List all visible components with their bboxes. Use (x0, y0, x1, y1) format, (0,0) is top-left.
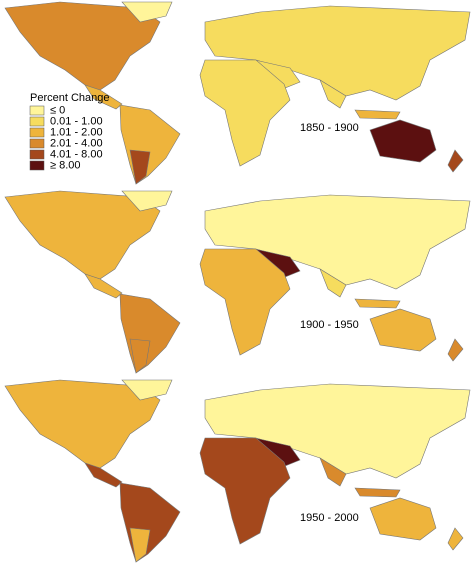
region (129, 149, 151, 185)
legend-swatch (29, 105, 45, 116)
legend-swatch (29, 149, 45, 160)
region (319, 457, 347, 487)
legend: Percent Change≤ 00.01 - 1.001.01 - 2.002… (29, 92, 110, 171)
legend-swatch (29, 138, 45, 149)
map-panel: 1950 - 2000 (4, 379, 471, 563)
region (447, 149, 464, 173)
region (199, 59, 291, 167)
region (119, 104, 181, 185)
period-label: 1950 - 2000 (300, 512, 359, 524)
region (121, 379, 173, 401)
map-panel: 1850 - 1900 (4, 1, 471, 185)
region (84, 84, 123, 110)
region (121, 190, 173, 212)
region (204, 383, 471, 479)
map-panel: 1900 - 1950 (4, 190, 471, 374)
region (199, 248, 291, 356)
region (354, 487, 401, 498)
region (204, 194, 471, 290)
region (204, 5, 471, 101)
region (447, 527, 464, 551)
region (319, 79, 347, 109)
region (84, 273, 123, 299)
region (369, 119, 437, 163)
legend-label: 4.01 - 8.00 (50, 148, 103, 160)
region (354, 298, 401, 309)
region (199, 437, 291, 545)
legend-label: ≥ 8.00 (50, 159, 81, 171)
region (129, 527, 151, 563)
legend-swatch (29, 160, 45, 171)
period-label: 1850 - 1900 (300, 122, 359, 134)
legend-label: ≤ 0 (50, 104, 65, 116)
legend-label: 0.01 - 1.00 (50, 115, 103, 127)
region (119, 482, 181, 563)
region (369, 308, 437, 352)
region (369, 497, 437, 541)
region (354, 109, 401, 120)
legend-title: Percent Change (30, 92, 110, 104)
legend-swatch (29, 116, 45, 127)
region (319, 268, 347, 298)
region (84, 462, 123, 488)
period-label: 1900 - 1950 (300, 319, 359, 331)
region (447, 338, 464, 362)
region (129, 338, 151, 374)
legend-label: 2.01 - 4.00 (50, 137, 103, 149)
region (121, 1, 173, 23)
region (119, 293, 181, 374)
legend-label: 1.01 - 2.00 (50, 126, 103, 138)
legend-swatch (29, 127, 45, 138)
